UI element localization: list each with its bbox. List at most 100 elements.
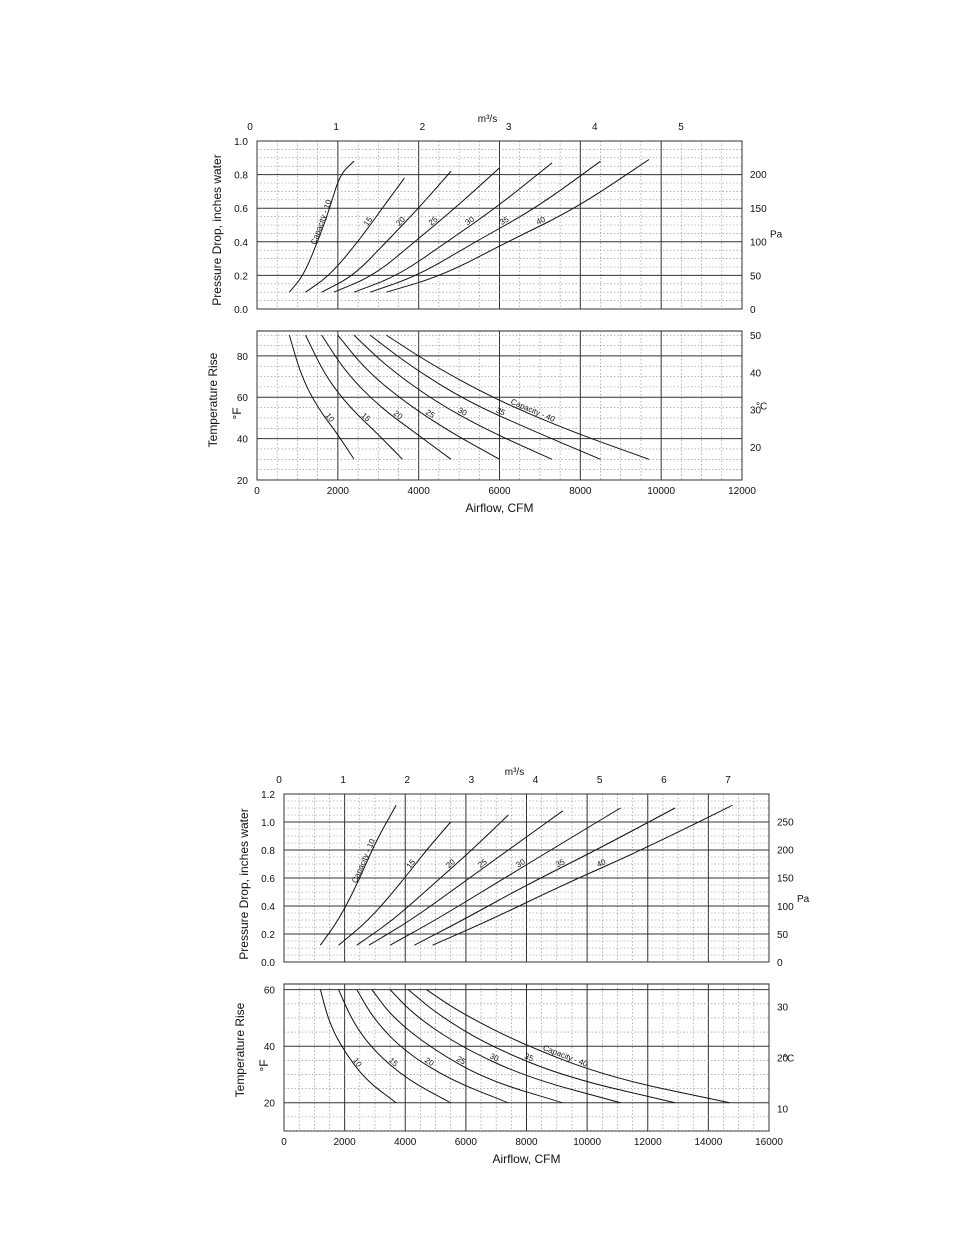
pressure_panel-curve [305, 177, 405, 293]
pressure_panel-curve [414, 807, 676, 946]
pa-tick-label: 50 [777, 930, 789, 941]
temperature_panel-curve-label: 30 [456, 406, 469, 418]
pa-tick-label: 100 [777, 902, 794, 913]
temperature_panel-curve [356, 989, 509, 1104]
temperature_panel-curve [338, 989, 451, 1104]
pressure_panel-curve [321, 170, 452, 293]
temperature_panel-curve-label: 35 [495, 406, 507, 418]
pa-tick-label: 200 [777, 846, 794, 857]
top-axis-label: m³/s [478, 114, 497, 125]
top-tick-label: 7 [725, 775, 731, 786]
temperature_panel-curve-label: 30 [488, 1052, 500, 1064]
pressure_panel-curve-label: 25 [476, 857, 489, 870]
top-tick-label: 4 [592, 122, 598, 133]
temperature-tick-label: 20 [237, 476, 249, 487]
temperature_panel-curve [371, 989, 564, 1104]
pa-unit-label: Pa [770, 230, 783, 241]
pa-tick-label: 150 [777, 874, 794, 885]
temperature_panel-curve-label: 15 [387, 1056, 400, 1069]
x-tick-label: 8000 [569, 486, 592, 497]
top-axis-label: m³/s [505, 767, 524, 778]
x-tick-label: 2000 [334, 1137, 357, 1148]
pressure_panel-curve-label: 20 [444, 857, 457, 870]
pressure-tick-label: 0.0 [261, 958, 275, 969]
x-tick-label: 12000 [634, 1137, 662, 1148]
temperature_panel-curve [369, 334, 601, 460]
pressure_panel-curve [333, 167, 500, 293]
x-axis-label: Airflow, CFM [492, 1152, 560, 1166]
temperature_panel-curve [319, 989, 397, 1104]
temperature_panel-curve [407, 989, 676, 1104]
temperature_panel-curve-label: 25 [424, 408, 437, 421]
pressure-tick-label: 0.6 [261, 874, 275, 885]
pressure_panel-curve-label: 40 [595, 857, 607, 869]
pressure_panel-curve-label: Capacity - 10 [350, 837, 377, 884]
pressure_panel-curve [432, 804, 733, 946]
temperature_panel-curve-label: Capacity - 40 [509, 397, 556, 424]
top-tick-label: 5 [678, 122, 684, 133]
temperature-axis-label: Temperature Rise [206, 352, 220, 447]
temperature-axis-label: Temperature Rise [233, 1002, 247, 1097]
fahrenheit-unit-label: °F [257, 1059, 271, 1071]
temperature_panel-curve [305, 334, 403, 460]
pressure_panel-curve-label: 35 [554, 857, 566, 869]
top-tick-label: 0 [276, 775, 282, 786]
x-tick-label: 0 [254, 486, 260, 497]
pressure_panel-curve-label: Capacity - 10 [309, 198, 334, 246]
pressure-tick-label: 1.0 [234, 137, 248, 148]
temperature_panel-curve-label: 20 [392, 409, 405, 422]
pressure_panel-curve [386, 159, 650, 293]
temperature_panel-curve [426, 989, 730, 1104]
pressure-tick-label: 1.0 [261, 818, 275, 829]
temperature_panel-curve-label: 15 [359, 411, 372, 424]
celsius-unit-label: °C [756, 402, 767, 413]
temperature-tick-label: 40 [237, 435, 249, 446]
temperature-tick-label: 20 [264, 1099, 276, 1110]
top-tick-label: 1 [333, 122, 339, 133]
temperature_panel-curve [288, 334, 355, 460]
top-tick-label: 2 [405, 775, 411, 786]
pressure-tick-label: 1.2 [261, 790, 275, 801]
chart-2: 0 2000 4000 6000 8000 10000 12000 14000 16000Air… [233, 767, 810, 1166]
temperature_panel-curve [389, 989, 621, 1104]
temperature-tick-label: 60 [237, 393, 249, 404]
pa-tick-label: 150 [750, 204, 767, 215]
pa-tick-label: 0 [777, 958, 783, 969]
x-tick-label: 10000 [573, 1137, 601, 1148]
top-tick-label: 4 [533, 775, 539, 786]
x-tick-label: 16000 [755, 1137, 783, 1148]
pressure-tick-label: 0.4 [261, 902, 275, 913]
pressure_panel-curve [319, 804, 397, 946]
pressure-tick-label: 0.4 [234, 238, 248, 249]
top-tick-label: 3 [506, 122, 512, 133]
pressure-axis-label: Pressure Drop, inches water [237, 808, 251, 959]
x-tick-label: 2000 [327, 486, 350, 497]
temperature-tick-label: 40 [264, 1042, 276, 1053]
temperature-tick-label: 60 [264, 986, 276, 997]
top-tick-label: 2 [420, 122, 426, 133]
temperature_panel-curve-label: 10 [351, 1056, 364, 1069]
temperature_panel-curve-label: 10 [323, 411, 336, 424]
pressure_panel-curve [356, 814, 509, 946]
temperature_panel-curve-label: Capacity - 40 [542, 1043, 590, 1069]
pressure-tick-label: 0.8 [261, 846, 275, 857]
pressure-axis-label: Pressure Drop, inches water [210, 154, 224, 305]
pressure-tick-label: 0.2 [234, 271, 248, 282]
temperature_panel-curve-label: 20 [423, 1056, 436, 1069]
top-tick-label: 6 [661, 775, 667, 786]
temperature_panel-curve [321, 334, 452, 460]
x-axis-label: Airflow, CFM [465, 501, 533, 515]
pressure_panel-curve [389, 807, 621, 946]
x-tick-label: 4000 [394, 1137, 417, 1148]
pa-tick-label: 100 [750, 238, 767, 249]
pa-tick-label: 50 [750, 271, 762, 282]
celsius-tick-label: 20 [777, 1054, 789, 1065]
pressure_panel-curve [288, 160, 355, 293]
temperature_panel-curve [337, 334, 500, 460]
x-tick-label: 10000 [647, 486, 675, 497]
celsius-tick-label: 30 [777, 1003, 789, 1014]
top-tick-label: 1 [340, 775, 346, 786]
x-tick-label: 0 [281, 1137, 287, 1148]
pressure_panel-curve [353, 162, 553, 293]
